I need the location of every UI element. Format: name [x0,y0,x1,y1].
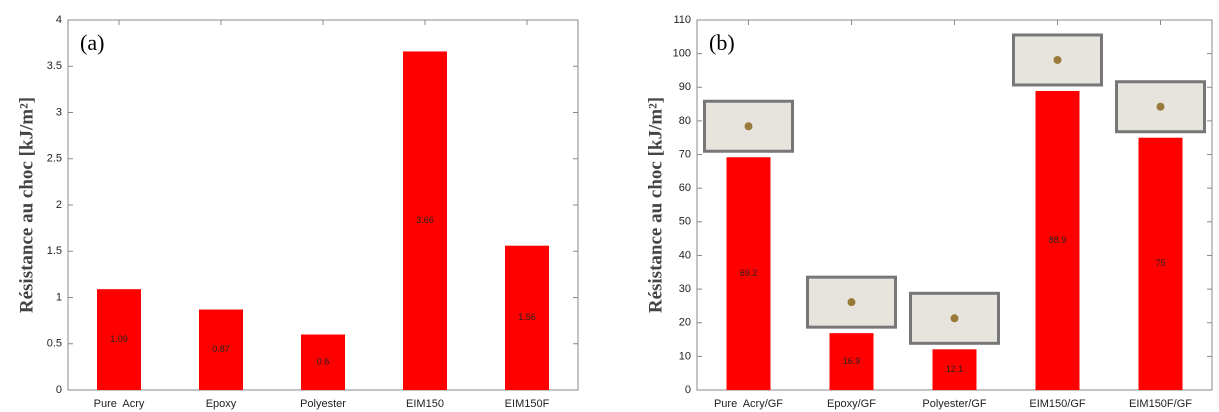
y-tick-label: 50 [679,216,691,228]
panel-label: (a) [80,30,104,55]
bar [403,51,447,390]
sample-spot [1053,55,1062,64]
x-tick-label: EIM150F [505,398,550,410]
x-tick-label: EIM150 [406,398,444,410]
x-tick-label: Pure Acry/GF [714,398,783,410]
y-tick-label: 1 [56,291,62,303]
y-tick-label: 10 [679,350,691,362]
y-tick-label: 0.5 [47,338,62,350]
bar [1035,90,1080,391]
y-tick-label: 2.5 [47,153,62,165]
y-axis-label: Résistance au choc [kJ/m²] [645,97,666,313]
value-label: 75 [1155,258,1165,268]
y-tick-label: 3.5 [47,60,62,72]
bar [301,334,345,390]
sample-spot [1156,102,1165,111]
bar [199,309,243,390]
value-label: 0.87 [212,344,230,354]
y-tick-label: 90 [679,81,691,93]
y-tick-label: 60 [679,182,691,194]
value-label: 0.6 [317,357,330,367]
bar [829,333,874,390]
y-tick-label: 70 [679,148,691,160]
sample-spot [950,314,959,323]
x-tick-label: Epoxy/GF [827,398,876,410]
bar [97,289,141,390]
bar [932,349,977,390]
y-tick-label: 80 [679,115,691,127]
sample-photo [806,275,897,329]
y-tick-label: 4 [56,14,62,26]
value-label: 69.2 [740,268,758,278]
bar [505,245,549,390]
x-tick-label: EIM150F/GF [1129,398,1192,410]
sample-spot [847,298,856,307]
y-tick-label: 100 [673,48,691,60]
y-tick-label: 1.5 [47,245,62,257]
value-label: 12.1 [946,364,964,374]
x-tick-label: EIM150/GF [1029,398,1086,410]
x-tick-label: Polyester [300,398,346,410]
value-label: 1.09 [110,334,128,344]
bar [1138,137,1183,390]
x-tick-label: Epoxy [206,398,237,410]
x-tick-label: Polyester/GF [922,398,986,410]
panel-label: (b) [709,30,735,55]
y-tick-label: 0 [56,384,62,396]
y-tick-label: 40 [679,249,691,261]
y-tick-label: 20 [679,317,691,329]
x-tick-label: Pure Acry [94,398,145,410]
y-tick-label: 110 [673,14,691,26]
y-tick-label: 0 [685,384,691,396]
y-tick-label: 3 [56,106,62,118]
value-label: 1.56 [518,312,536,322]
value-label: 88.9 [1049,235,1067,245]
sample-spot [744,122,753,131]
bar [726,157,771,390]
value-label: 16.9 [843,356,861,366]
y-axis-label: Résistance au choc [kJ/m²] [16,97,37,313]
y-tick-label: 2 [56,199,62,211]
y-tick-label: 30 [679,283,691,295]
value-label: 3.66 [416,215,434,225]
